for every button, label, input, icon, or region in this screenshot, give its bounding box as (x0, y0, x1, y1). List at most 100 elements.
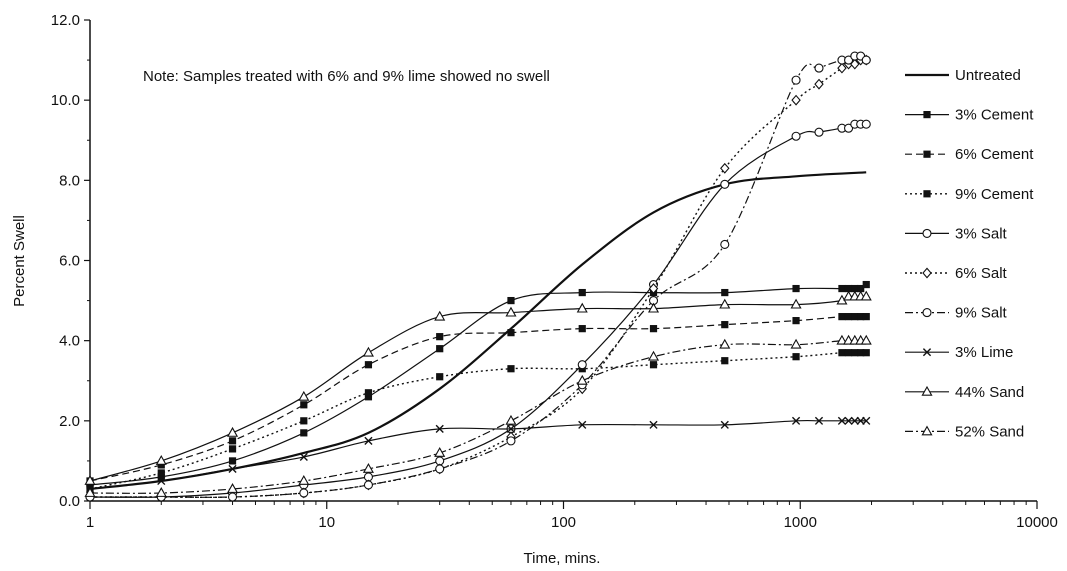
data-point (300, 417, 308, 425)
data-point (921, 425, 933, 436)
x-tick-label: 1000 (784, 514, 817, 531)
data-point (857, 349, 865, 357)
data-point (921, 385, 933, 396)
data-point (838, 349, 846, 357)
series-3pct-lime (85, 416, 871, 494)
data-point (814, 78, 824, 90)
data-point (791, 75, 801, 85)
data-point (157, 461, 165, 469)
data-point-stroke (844, 416, 853, 425)
x-axis-label: Time, mins. (524, 550, 601, 567)
chart-note: Note: Samples treated with 6% and 9% lim… (143, 68, 550, 85)
data-point (157, 476, 166, 486)
data-point (157, 469, 165, 477)
legend-label: 52% Sand (955, 423, 1024, 440)
data-point (84, 475, 96, 485)
data-point (862, 280, 870, 289)
data-point (363, 480, 373, 490)
axes: 0.0 2.0 4.0 6.0 8.0 10.0 12.0 1 10 100 1000 10000 (51, 12, 1058, 531)
data-point (836, 334, 848, 345)
data-point (719, 338, 731, 349)
data-point (851, 284, 859, 293)
data-point (857, 313, 865, 321)
data-point (862, 313, 870, 321)
data-point (792, 284, 800, 293)
legend-item-3pct-lime: 3% Lime (905, 344, 1013, 361)
data-point (838, 313, 846, 321)
data-point (862, 349, 870, 357)
data-point (299, 452, 308, 462)
data-point (435, 464, 445, 474)
data-point (790, 338, 802, 349)
data-point (649, 420, 658, 429)
data-point (720, 239, 730, 250)
legend-item-6pct-salt: 6% Salt (905, 265, 1008, 282)
data-point-stroke (720, 420, 729, 429)
data-point (364, 436, 373, 445)
data-point (507, 329, 515, 337)
data-point (436, 345, 444, 353)
data-point (298, 475, 310, 485)
data-point (226, 483, 239, 493)
legend-item-44pct-sand: 44% Sand (905, 384, 1024, 401)
data-point (719, 298, 731, 309)
data-point (576, 302, 588, 313)
data-point-stroke (157, 476, 166, 486)
data-point (649, 325, 658, 333)
data-point-stroke (850, 416, 859, 425)
legend-label: Untreated (955, 67, 1021, 84)
legend-label: 6% Cement (955, 146, 1034, 163)
data-point (227, 492, 238, 502)
data-point (851, 349, 859, 357)
data-point (923, 150, 931, 158)
data-point (578, 325, 586, 333)
legend-label: 3% Lime (955, 344, 1013, 361)
data-point (155, 454, 167, 465)
data-point (298, 390, 310, 401)
data-point (791, 416, 801, 425)
data-point (851, 313, 859, 321)
data-point-stroke (837, 416, 847, 425)
data-point (814, 63, 824, 73)
data-point (299, 488, 309, 498)
data-point (86, 481, 94, 489)
data-point (228, 457, 237, 465)
data-point (647, 302, 660, 313)
data-point (792, 317, 800, 325)
data-point (435, 424, 444, 433)
data-point (436, 373, 444, 381)
data-point (720, 420, 729, 429)
y-tick-label: 10.0 (51, 92, 80, 109)
legend: Untreated 3% Cement 6% Cement 9% Cement 3% S… (905, 67, 1034, 440)
data-point (362, 463, 374, 473)
data-point (506, 436, 516, 446)
data-point (862, 416, 871, 425)
data-point (721, 357, 729, 365)
data-point (922, 348, 932, 357)
data-point-stroke (228, 464, 237, 474)
data-point (721, 288, 729, 297)
series-9pct-salt (85, 51, 871, 502)
data-point (507, 365, 515, 373)
data-point (844, 416, 853, 425)
legend-label: 6% Salt (955, 265, 1008, 282)
y-tick-label: 6.0 (59, 253, 80, 270)
y-tick-label: 12.0 (51, 12, 80, 29)
data-point (720, 162, 730, 174)
data-point (155, 487, 167, 497)
data-point (226, 426, 239, 437)
legend-item-52pct-sand: 52% Sand (905, 423, 1024, 440)
legend-item-6pct-cement: 6% Cement (905, 146, 1034, 163)
y-tick-label: 2.0 (59, 413, 80, 430)
data-point (844, 123, 854, 133)
data-point-stroke (791, 416, 801, 425)
data-point (576, 374, 588, 385)
data-point (791, 131, 801, 141)
x-tick-label: 100 (551, 514, 576, 531)
data-point (506, 424, 516, 433)
y-tick-label: 0.0 (59, 493, 80, 510)
data-point (850, 416, 859, 425)
data-point (844, 349, 853, 357)
data-point (228, 445, 237, 453)
